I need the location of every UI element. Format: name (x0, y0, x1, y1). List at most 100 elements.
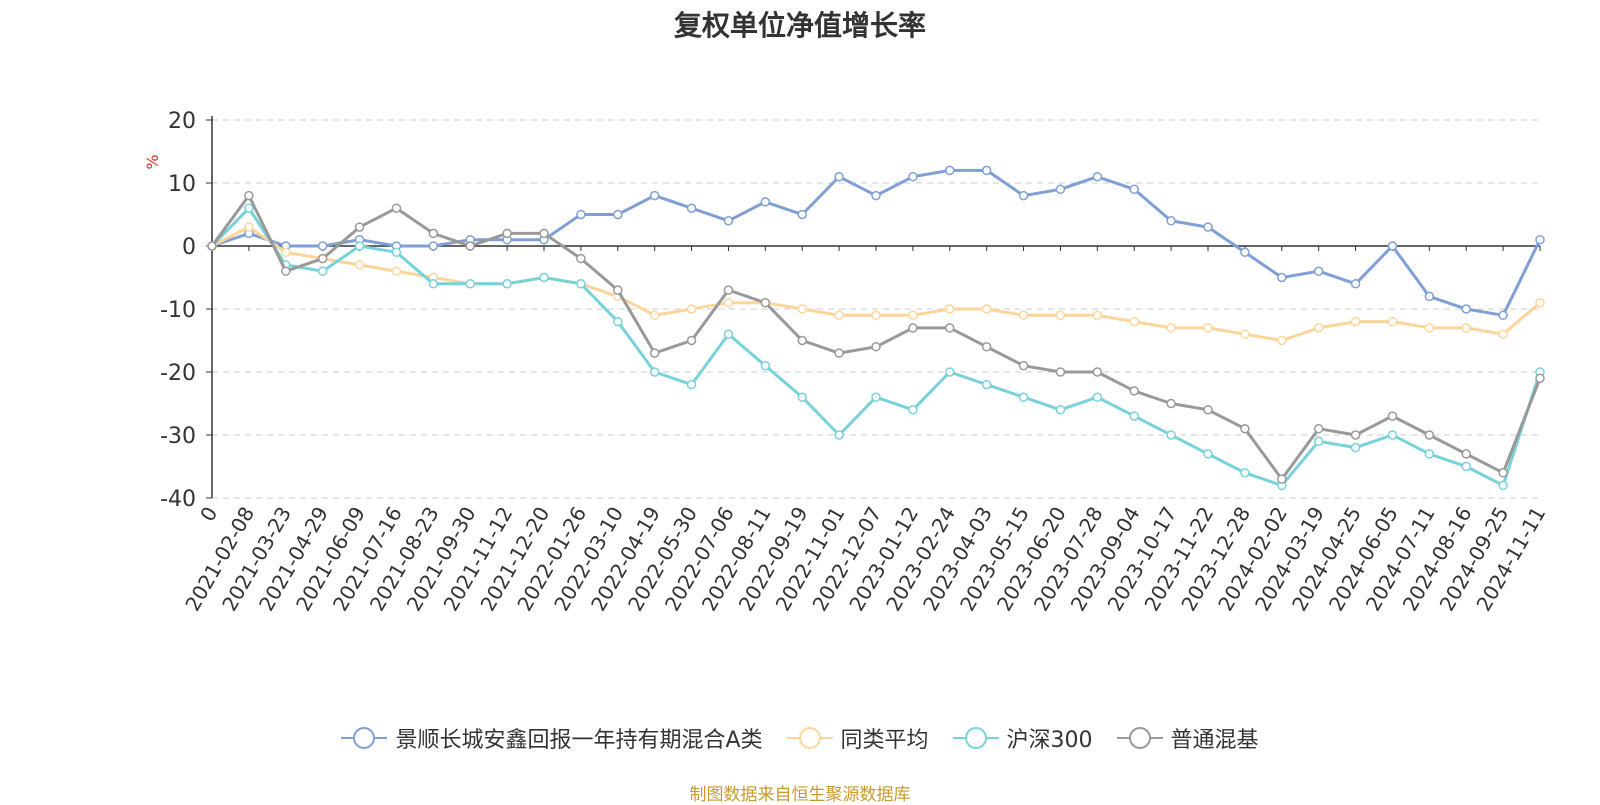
data-point (908, 310, 918, 321)
data-point (539, 272, 549, 283)
data-point (649, 190, 660, 201)
legend-item-mixed-funds[interactable]: 普通混基 (1116, 722, 1259, 754)
data-point (1055, 310, 1066, 321)
data-point (1203, 222, 1213, 232)
data-point (908, 405, 918, 415)
data-point (1018, 310, 1029, 321)
data-point (207, 241, 217, 251)
data-point (1203, 405, 1213, 415)
data-point (686, 304, 697, 314)
y-axis-label: % (143, 154, 162, 169)
data-point (1313, 323, 1324, 333)
legend-marker-icon (341, 726, 388, 750)
data-point (1240, 423, 1250, 434)
data-point (1498, 480, 1508, 491)
legend-item-peer-average[interactable]: 同类平均 (786, 722, 929, 754)
data-point (576, 209, 586, 220)
data-point (1092, 367, 1103, 377)
data-point (1018, 190, 1029, 201)
data-point (1424, 291, 1435, 302)
data-point (465, 241, 475, 251)
data-point (834, 171, 844, 182)
y-tick-label: -30 (160, 424, 196, 449)
data-point (1461, 461, 1471, 472)
data-point (1461, 449, 1471, 459)
data-point (1313, 266, 1324, 276)
data-point (834, 348, 844, 358)
data-point (244, 222, 254, 232)
source-note: 制图数据来自恒生聚源数据库 (689, 785, 911, 805)
data-point (797, 304, 807, 314)
data-point (760, 197, 771, 207)
data-point (649, 348, 660, 358)
data-point (317, 266, 328, 276)
y-tick-label: -40 (160, 487, 196, 512)
data-point (1498, 329, 1508, 339)
legend-label-peer-average: 同类平均 (840, 728, 929, 753)
data-point (1240, 329, 1250, 339)
series-line-3 (210, 194, 1542, 481)
data-point (760, 297, 771, 308)
data-point (391, 247, 402, 258)
data-point (1350, 442, 1361, 453)
legend-label-mixed-funds: 普通混基 (1170, 728, 1259, 753)
data-point (686, 203, 697, 213)
legend-label-csi300: 沪深300 (1006, 728, 1093, 753)
data-point (428, 279, 439, 289)
data-point (1092, 310, 1103, 321)
data-point (1350, 279, 1361, 289)
data-point (1313, 423, 1324, 434)
data-point (354, 222, 365, 232)
data-point (1461, 304, 1471, 314)
data-point (317, 241, 328, 251)
data-point (281, 266, 291, 276)
data-point (797, 335, 807, 346)
data-point (723, 216, 734, 226)
data-point (465, 279, 475, 289)
data-point (1313, 436, 1324, 447)
data-point (945, 323, 955, 333)
data-point (981, 304, 992, 314)
data-point (1498, 310, 1508, 321)
data-point (981, 165, 992, 176)
data-point (354, 260, 365, 270)
data-point (576, 253, 586, 264)
data-point (834, 430, 844, 440)
data-point (317, 253, 328, 264)
data-point (1350, 316, 1361, 327)
data-point (1018, 360, 1029, 371)
data-point (1387, 430, 1398, 440)
data-point (502, 279, 512, 289)
y-tick-label: 10 (168, 172, 196, 197)
legend-label-fund: 景顺长城安鑫回报一年持有期混合A类 (395, 728, 763, 753)
data-point (1424, 430, 1435, 440)
data-point (502, 228, 512, 239)
y-tick-label: -20 (160, 361, 196, 386)
data-point (1387, 411, 1398, 421)
data-point (1129, 386, 1139, 396)
legend-item-csi300[interactable]: 沪深300 (952, 722, 1093, 754)
data-point (945, 304, 955, 314)
data-point (686, 379, 697, 390)
x-tick-label: 0 (195, 503, 222, 526)
data-point (1129, 411, 1139, 421)
data-point (1092, 171, 1103, 182)
data-point (1129, 184, 1139, 195)
y-tick-label: -10 (160, 298, 196, 323)
data-point (1055, 184, 1066, 195)
data-point (871, 392, 881, 402)
data-point (354, 241, 365, 251)
data-point (723, 329, 734, 339)
data-point (1166, 398, 1176, 409)
data-point (1461, 323, 1471, 333)
data-point (1387, 241, 1398, 251)
legend-item-fund[interactable]: 景顺长城安鑫回报一年持有期混合A类 (341, 722, 763, 754)
data-point (1055, 367, 1066, 377)
legend-marker-icon (1116, 726, 1163, 750)
data-point (760, 360, 771, 371)
data-point (391, 266, 402, 276)
data-point (945, 367, 955, 377)
data-point (613, 316, 623, 327)
data-point (1498, 468, 1508, 478)
data-point (871, 310, 881, 321)
